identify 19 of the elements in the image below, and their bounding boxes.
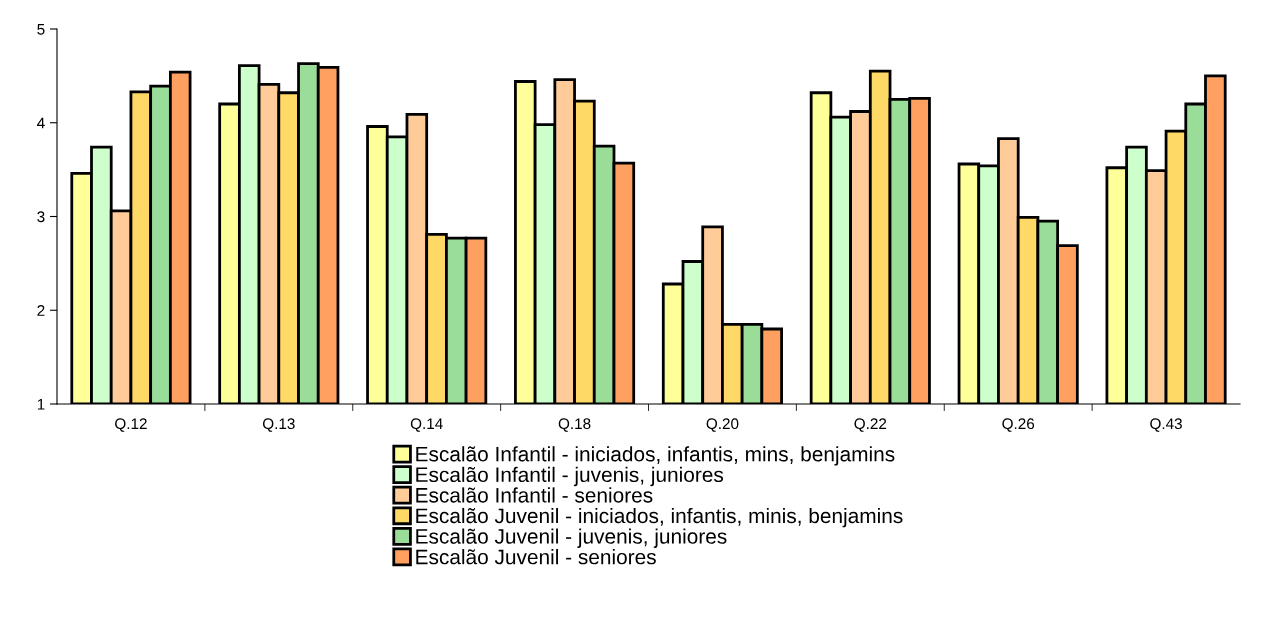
x-tick-label: Q.26: [1002, 418, 1035, 432]
legend-label: Escalão Infantil - seniores: [416, 487, 653, 503]
y-tick-label: 1: [37, 399, 45, 410]
x-tick-label: Q.12: [115, 418, 147, 432]
legend-label: Escalão Infantil - iniciados, infantis, mins, benjamins: [416, 446, 895, 466]
x-tick-label: Q.13: [262, 418, 295, 432]
x-tick-label: Q.22: [854, 418, 887, 432]
x-tick-label: Q.43: [1150, 418, 1182, 432]
y-tick-label: 4: [37, 117, 45, 129]
legend-label: Escalão Infantil - juvenis, juniores: [416, 466, 724, 487]
x-tick-label: Q.14: [410, 418, 443, 432]
y-tick-label: 5: [37, 24, 45, 35]
legend-label: Escalão Juvenil - seniores: [416, 549, 656, 565]
y-tick-label: 2: [37, 305, 45, 316]
x-tick-label: Q.18: [558, 418, 591, 432]
legend-label: Escalão Juvenil - iniciados, infantis, minis, benjamins: [416, 507, 903, 528]
legend-label: Escalão Juvenil - juvenis, juniores: [416, 528, 727, 548]
x-tick-label: Q.20: [706, 418, 739, 432]
y-tick-label: 3: [37, 211, 45, 223]
